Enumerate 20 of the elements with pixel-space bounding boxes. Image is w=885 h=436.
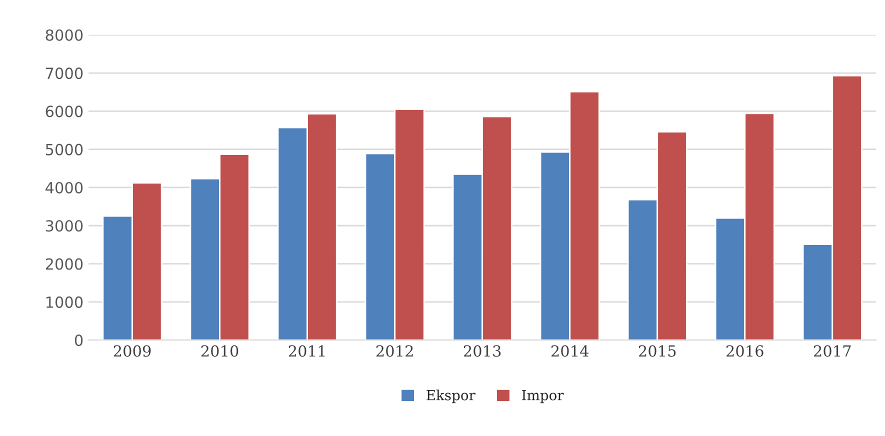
y-tick-label: 3000 — [46, 220, 83, 232]
x-tick-label: 2009 — [114, 345, 151, 357]
y-tick-label: 8000 — [46, 29, 83, 41]
y-tick-label: 7000 — [46, 67, 83, 80]
y-tick-label: 0 — [74, 334, 83, 346]
y-tick-label: 5000 — [46, 144, 83, 156]
y-tick-label: 6000 — [46, 106, 83, 118]
x-tick-label: 2010 — [201, 345, 238, 357]
y-tick-label: 2000 — [46, 258, 83, 270]
x-tick-label: 2017 — [814, 345, 851, 357]
x-tick-label: 2016 — [726, 345, 764, 357]
legend-label: Ekspor — [426, 390, 476, 404]
x-tick-label: 2013 — [464, 345, 501, 357]
x-tick-label: 2015 — [638, 345, 676, 357]
x-tick-label: 2014 — [551, 345, 589, 357]
y-tick-label: 1000 — [46, 296, 83, 308]
x-tick-label: 2012 — [376, 345, 413, 357]
legend-label: Impor — [522, 390, 564, 404]
x-tick-label: 2011 — [288, 345, 325, 357]
y-tick-label: 4000 — [46, 182, 83, 194]
